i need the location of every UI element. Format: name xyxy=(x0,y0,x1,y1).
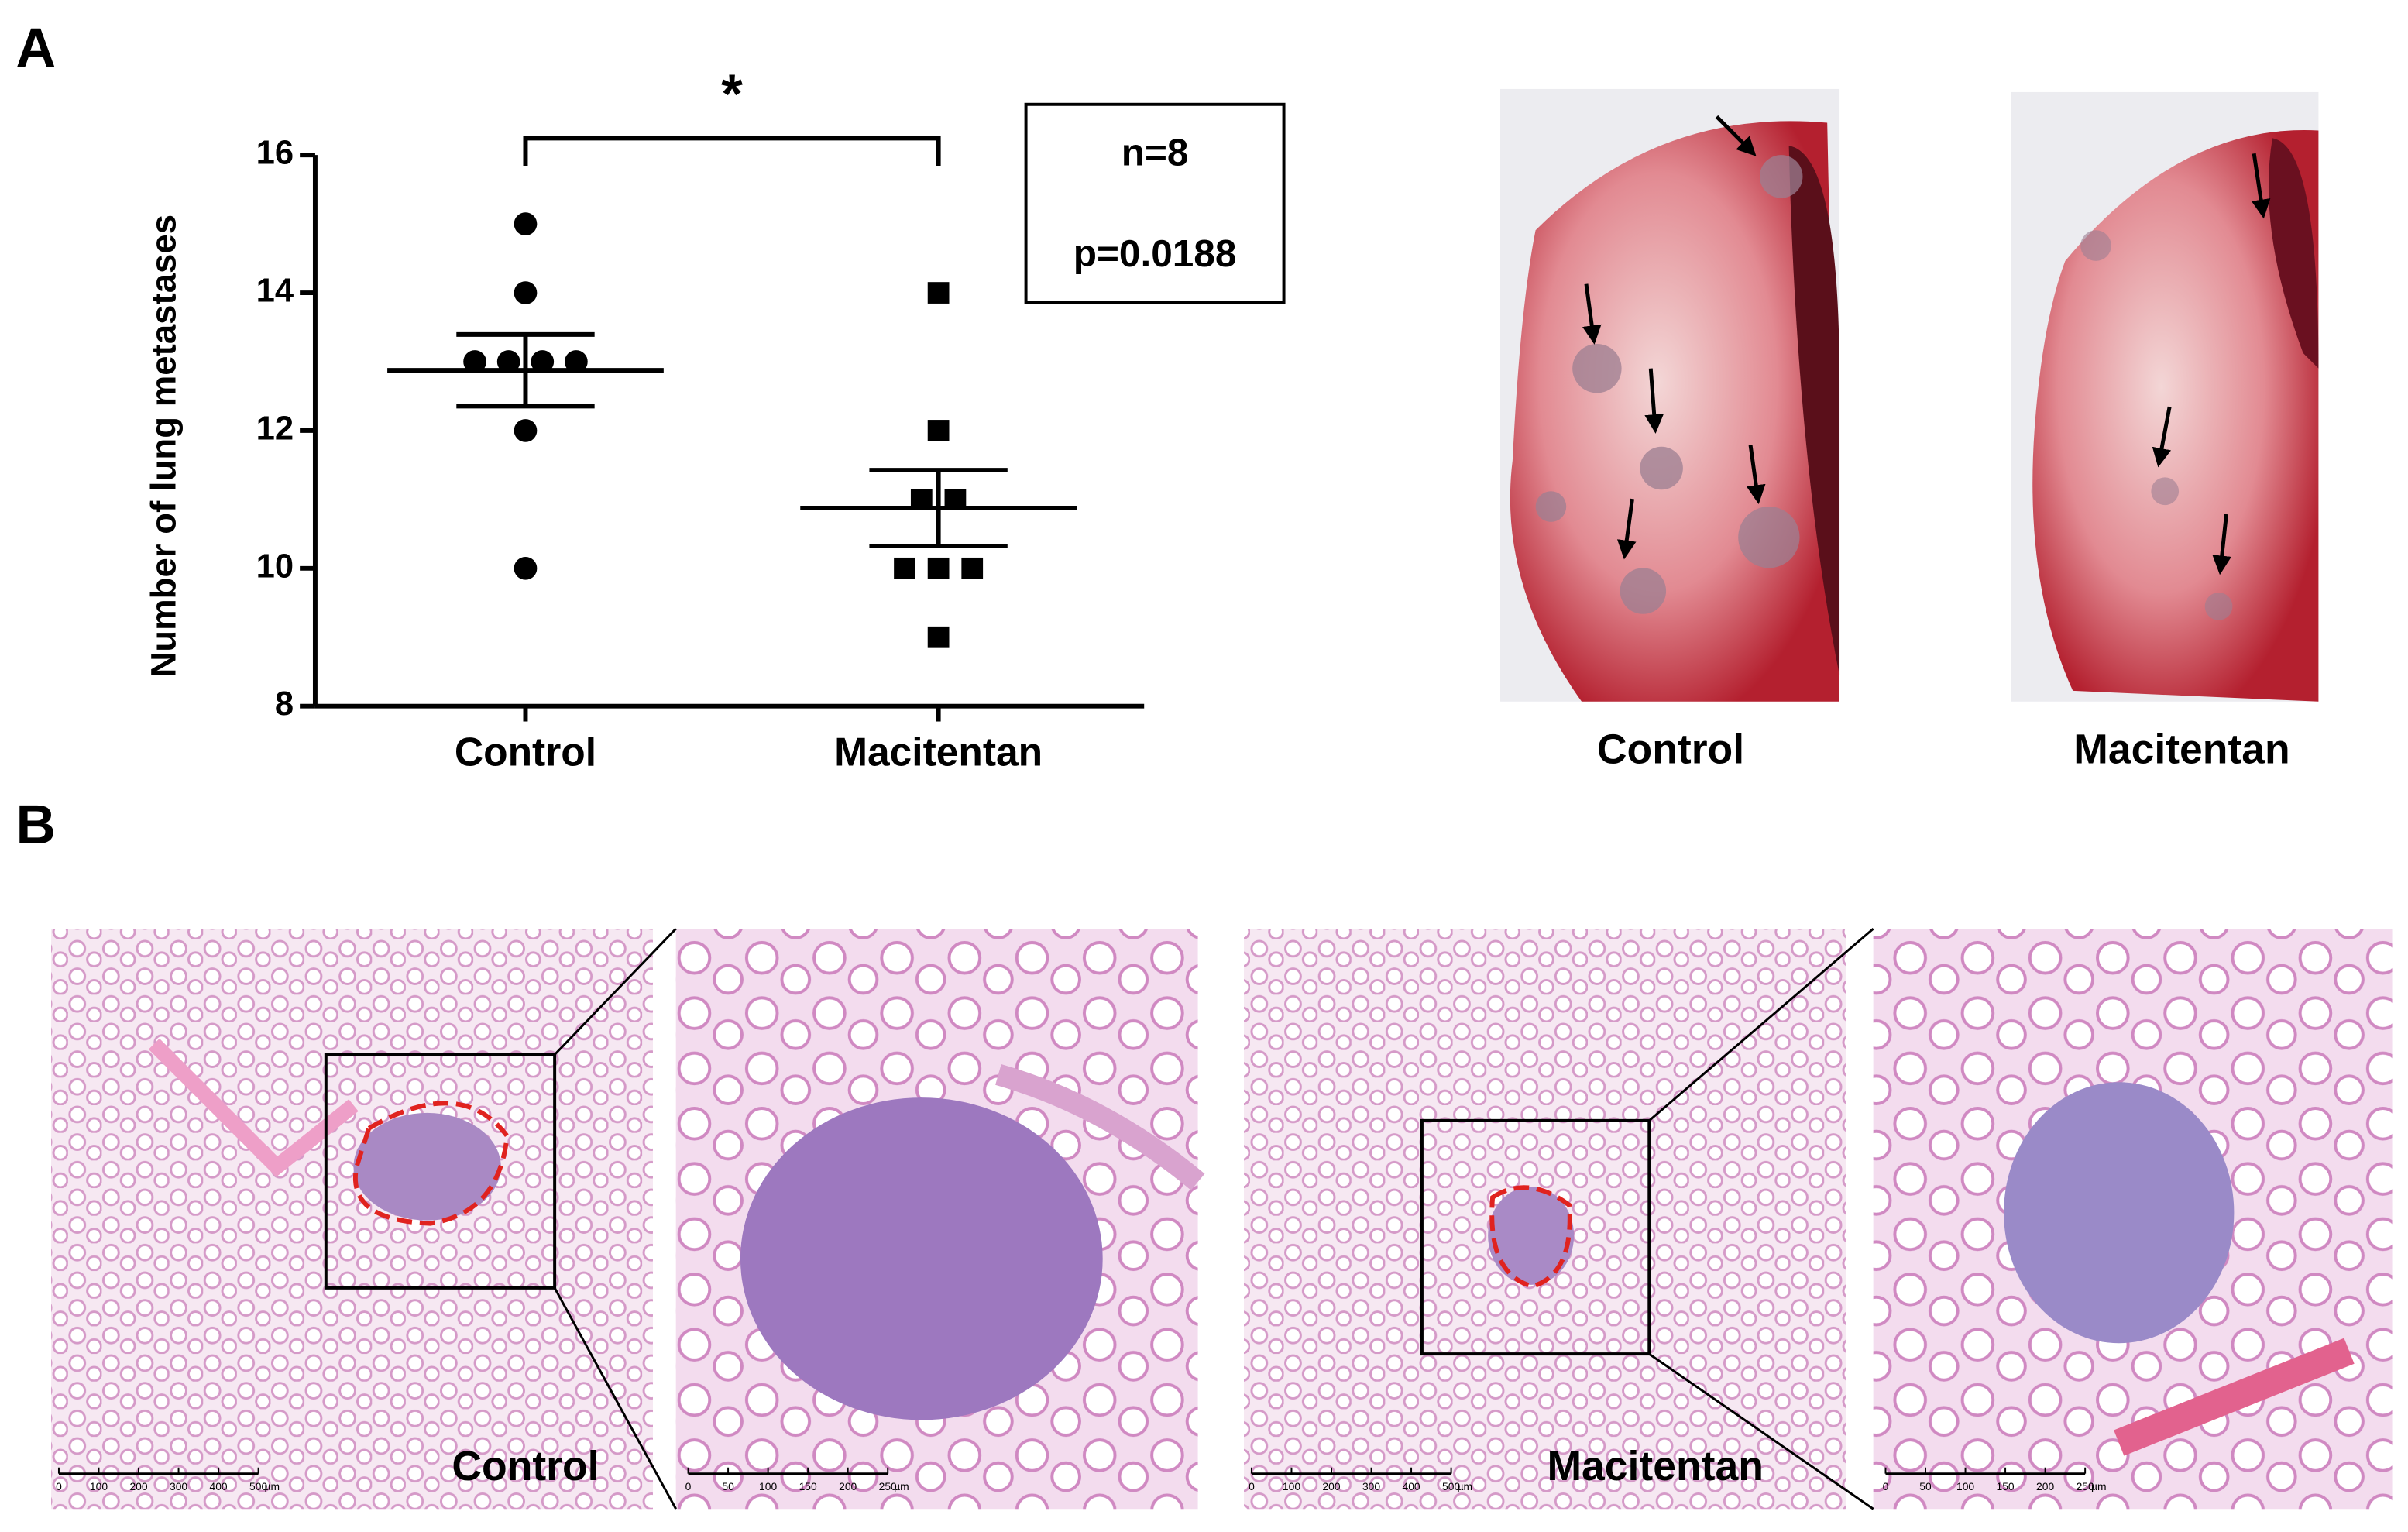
data-point xyxy=(514,556,538,580)
scale-unit: µm xyxy=(1458,1480,1473,1492)
stats-text: p=0.0188 xyxy=(1073,232,1237,275)
y-tick-label: 14 xyxy=(256,273,294,310)
data-point xyxy=(927,557,950,579)
data-point xyxy=(961,557,984,579)
scale-label: 200 xyxy=(129,1480,147,1492)
scale-label: 150 xyxy=(799,1480,817,1492)
stats-box xyxy=(1024,102,1286,304)
panel-label: B xyxy=(15,794,56,856)
scale-label: 50 xyxy=(722,1480,734,1492)
scale-label: 200 xyxy=(2036,1480,2054,1492)
scale-label: 100 xyxy=(759,1480,777,1492)
histology-image xyxy=(1873,929,2393,1510)
x-tick-label: Control xyxy=(455,730,596,775)
scale-label: 250 xyxy=(879,1480,897,1492)
data-point xyxy=(531,350,555,373)
scale-label: 300 xyxy=(1362,1480,1380,1492)
data-point xyxy=(894,557,915,579)
scale-label: 500 xyxy=(249,1480,267,1492)
scale-unit: µm xyxy=(894,1480,909,1492)
stats-text: n=8 xyxy=(1122,131,1189,173)
data-point xyxy=(514,419,538,442)
scale-unit: µm xyxy=(2091,1480,2107,1492)
histology-label: Macitentan xyxy=(1547,1444,1763,1489)
y-tick-label: 12 xyxy=(256,410,294,447)
histology-image xyxy=(51,929,653,1510)
scale-label: 200 xyxy=(1322,1480,1340,1492)
data-point xyxy=(514,281,538,304)
scale-label: 500 xyxy=(1442,1480,1460,1492)
scale-unit: µm xyxy=(265,1480,280,1492)
scale-label: 400 xyxy=(210,1480,228,1492)
photo-caption: Control xyxy=(1597,726,1744,772)
photo-caption: Macitentan xyxy=(2073,726,2289,772)
data-point xyxy=(927,626,950,648)
scale-label: 0 xyxy=(56,1480,62,1492)
panel-label: A xyxy=(15,17,56,79)
scale-label: 0 xyxy=(685,1480,692,1492)
data-point xyxy=(496,350,520,373)
zoom-line xyxy=(553,927,1874,1510)
scale-label: 100 xyxy=(90,1480,108,1492)
data-point xyxy=(463,350,486,373)
scale-label: 0 xyxy=(1249,1480,1255,1492)
y-axis-label: Number of lung metastases xyxy=(144,215,184,678)
lung-photo xyxy=(2011,91,2319,702)
lung-photo xyxy=(1500,88,1840,702)
y-tick-label: 8 xyxy=(275,685,294,723)
y-tick-label: 16 xyxy=(256,135,294,172)
data-point xyxy=(514,212,538,235)
significance-bracket xyxy=(523,136,941,167)
histology-image xyxy=(1244,929,1846,1510)
x-tick-label: Macitentan xyxy=(834,730,1043,775)
scale-label: 100 xyxy=(1956,1480,1974,1492)
data-point xyxy=(927,282,950,304)
scale-label: 0 xyxy=(1883,1480,1889,1492)
histology-label: Control xyxy=(452,1444,599,1489)
significance: * xyxy=(721,64,743,125)
scale-label: 100 xyxy=(1283,1480,1300,1492)
histology-image xyxy=(675,929,1205,1510)
scale-label: 250 xyxy=(2077,1480,2094,1492)
scale-label: 50 xyxy=(1919,1480,1932,1492)
data-point xyxy=(927,420,950,441)
scale-label: 300 xyxy=(170,1480,187,1492)
scale-label: 200 xyxy=(839,1480,857,1492)
data-point xyxy=(565,350,588,373)
scale-label: 400 xyxy=(1403,1480,1420,1492)
scale-label: 150 xyxy=(1997,1480,2015,1492)
y-tick-label: 10 xyxy=(256,548,294,585)
